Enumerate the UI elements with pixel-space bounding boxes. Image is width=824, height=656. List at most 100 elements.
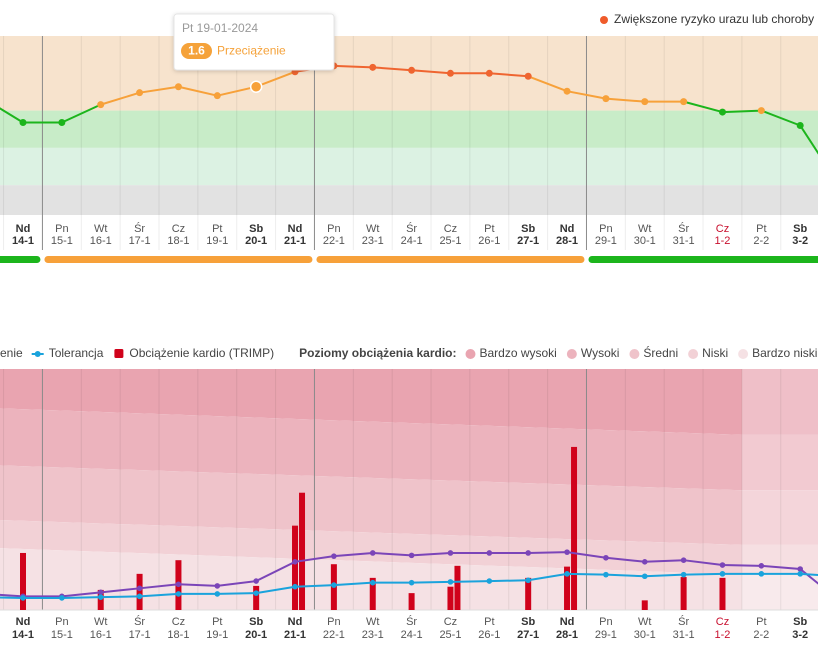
- date-label: 17-1: [129, 629, 151, 641]
- series-point: [564, 549, 570, 555]
- series-point: [369, 579, 376, 586]
- series-point: [175, 591, 182, 597]
- legend-label: Zwiększone ryzyko urazu lub choroby: [614, 12, 814, 26]
- data-point: [249, 80, 263, 93]
- line-segment: [61, 103, 102, 124]
- series-point: [292, 583, 298, 590]
- weekday-label: Cz: [716, 616, 729, 628]
- trimp-bar: [253, 585, 260, 610]
- series-point: [758, 571, 765, 577]
- weekday-label: Śr: [678, 222, 689, 235]
- weekday-label: Pn: [327, 616, 340, 628]
- data-point: [563, 87, 571, 95]
- weekday-label: Wt: [366, 616, 379, 628]
- series-point: [603, 554, 609, 561]
- weekday-label: Wt: [638, 616, 651, 628]
- data-point: [796, 122, 804, 129]
- date-label: 2-2: [753, 629, 769, 641]
- weekday-label: Cz: [172, 616, 185, 628]
- legend-marker: [600, 16, 608, 24]
- line-segment: [411, 69, 451, 75]
- trimp-bar: [719, 577, 726, 610]
- series-point: [797, 566, 803, 572]
- future-overlay: [741, 369, 818, 610]
- data-point: [19, 119, 27, 127]
- series-point: [680, 571, 687, 578]
- legend-label: enie: [0, 346, 23, 360]
- trimp-bar: [136, 573, 143, 610]
- date-label: 16-1: [90, 629, 112, 641]
- series-point: [525, 577, 531, 584]
- date-label: 3-2: [792, 629, 808, 641]
- date-label: 30-1: [634, 629, 656, 641]
- date-label: 17-1: [129, 235, 151, 247]
- date-label: 22-1: [323, 235, 345, 247]
- series-point: [564, 571, 570, 577]
- data-point: [369, 63, 377, 71]
- weekday-label: Pt: [212, 223, 222, 235]
- trimp-bar: [292, 525, 299, 610]
- legend-label: Bardzo niski: [752, 346, 817, 360]
- data-point: [58, 119, 66, 127]
- data-point: [97, 101, 105, 109]
- date-label: 23-1: [362, 629, 384, 641]
- trimp-bar: [20, 552, 26, 610]
- series-point: [369, 550, 376, 556]
- trimp-bar: [641, 600, 648, 610]
- trimp-bar: [299, 492, 306, 610]
- legend-marker: [688, 349, 699, 359]
- tooltip-value: 1.6: [188, 44, 205, 58]
- legend-marker: [465, 349, 476, 359]
- series-point: [214, 591, 221, 597]
- trimp-bar: [680, 577, 687, 610]
- weekday-label: Nd: [288, 616, 303, 628]
- date-label: 29-1: [595, 629, 617, 641]
- data-point: [602, 95, 610, 103]
- weekday-label: Śr: [678, 615, 689, 628]
- weekday-label: Wt: [366, 223, 379, 235]
- date-label: 27-1: [517, 629, 539, 641]
- weekday-label: Nd: [16, 616, 31, 628]
- data-point: [213, 92, 221, 100]
- date-label: 20-1: [245, 235, 267, 247]
- weekday-label: Nd: [288, 223, 303, 235]
- series-point: [331, 553, 337, 559]
- series-point: [408, 552, 415, 559]
- line-segment: [722, 109, 762, 114]
- tooltip-title: Pt 19-01-2024: [182, 21, 258, 35]
- series-point: [641, 559, 648, 565]
- data-point: [718, 108, 726, 116]
- date-label: 28-1: [556, 629, 578, 641]
- series-point: [331, 582, 337, 588]
- legend-marker: [566, 349, 577, 359]
- line-segment: [217, 85, 257, 97]
- weekday-label: Pn: [327, 223, 340, 235]
- legend-marker: [629, 349, 640, 359]
- trimp-bar: [564, 566, 571, 610]
- week-status-bar: [44, 256, 313, 263]
- series-point: [447, 579, 454, 585]
- line-segment: [760, 109, 801, 127]
- weekday-label: Śr: [406, 615, 417, 628]
- line-segment: [333, 64, 373, 69]
- weekday-label: Śr: [406, 222, 417, 235]
- date-label: 21-1: [284, 629, 306, 641]
- weekday-label: Sb: [521, 616, 535, 628]
- line-segment: [605, 97, 645, 103]
- date-label: 24-1: [401, 629, 423, 641]
- date-label: 22-1: [323, 629, 345, 641]
- weekday-label: Pn: [599, 616, 612, 628]
- date-label: 18-1: [167, 235, 189, 247]
- series-point: [797, 571, 803, 577]
- series-point: [214, 583, 221, 589]
- trimp-bar: [447, 586, 454, 610]
- date-label: 15-1: [51, 235, 73, 247]
- trimp-bar: [454, 565, 461, 610]
- weekday-label: Pn: [55, 616, 68, 628]
- weekday-label: Sb: [793, 616, 807, 628]
- weekday-label: Sb: [249, 223, 263, 235]
- legend: Zwiększone ryzyko urazu lub choroby: [600, 12, 814, 26]
- series-point: [136, 593, 143, 600]
- legend-label: Tolerancja: [49, 346, 104, 360]
